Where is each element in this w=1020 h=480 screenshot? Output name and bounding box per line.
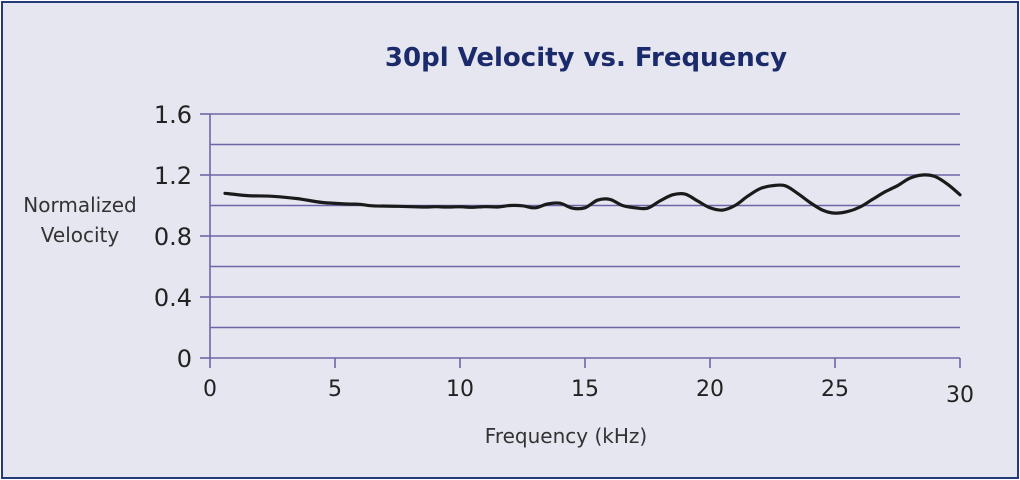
gridlines xyxy=(210,113,960,329)
x-tick-label-4: 20 xyxy=(696,377,724,402)
x-axis-label: Frequency (kHz) xyxy=(485,424,647,448)
x-tick-label-6: 30 xyxy=(946,383,974,408)
x-tick-label-1: 5 xyxy=(328,377,342,402)
y-tick-label-1: 0.4 xyxy=(154,284,192,312)
x-tick-label-0: 0 xyxy=(203,377,217,402)
series-layer xyxy=(223,173,962,215)
tick-labels: 0 0.4 0.8 1.2 1.6 0 5 10 15 20 25 30 xyxy=(154,101,974,408)
y-axis-label-line-2: Velocity xyxy=(41,223,120,247)
chart-title: 30pl Velocity vs. Frequency xyxy=(385,43,787,73)
y-tick-label-3: 1.2 xyxy=(154,162,192,190)
x-tick-label-5: 25 xyxy=(821,377,849,402)
x-tick-label-3: 15 xyxy=(571,377,599,402)
axes xyxy=(200,113,961,368)
y-tick-label-4: 1.6 xyxy=(154,101,192,129)
y-tick-label-0: 0 xyxy=(177,345,192,373)
series-line-0 xyxy=(223,173,962,215)
y-axis-label-line-1: Normalized xyxy=(23,193,136,217)
x-tick-label-2: 10 xyxy=(446,377,474,402)
y-tick-label-2: 0.8 xyxy=(154,223,192,251)
